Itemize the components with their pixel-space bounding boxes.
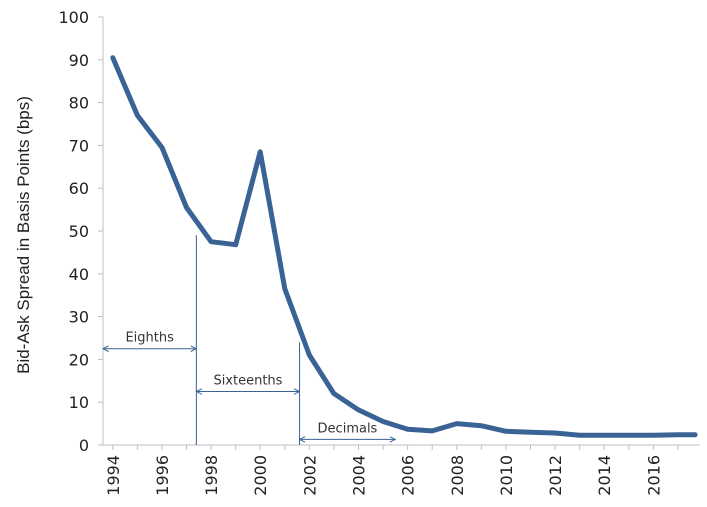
y-tick-label: 40	[69, 265, 89, 284]
y-axis-title: Bid-Ask Spread in Basis Points (bps)	[14, 96, 33, 374]
y-tick-label: 70	[69, 136, 89, 155]
x-tick-label: 2006	[399, 455, 418, 496]
x-tick-label: 2012	[546, 455, 565, 496]
y-tick-label: 50	[69, 222, 89, 241]
x-tick-label: 1996	[153, 455, 172, 496]
y-tick-label: 60	[69, 179, 89, 198]
y-tick-label: 30	[69, 308, 89, 327]
series-layer	[110, 55, 698, 438]
x-tick-label: 2004	[350, 455, 369, 496]
y-axis-title-group: Bid-Ask Spread in Basis Points (bps)	[14, 96, 33, 374]
axes	[98, 16, 700, 450]
y-tick-labels: 0 10 20 30 40 50 60 70 80 90 100	[58, 8, 89, 455]
y-tick-label: 10	[69, 393, 89, 412]
y-tick-label: 0	[79, 436, 89, 455]
x-tick-labels: 1994 1996 1998 2000 2002 2004 2006 2008 2010 2012…	[104, 455, 663, 496]
series-line	[110, 55, 698, 438]
annotations: Eighths Sixteenths Decimals	[103, 235, 395, 445]
x-tick-label: 2008	[448, 455, 467, 496]
y-tick-label: 20	[69, 350, 89, 369]
x-tick-label: 2010	[497, 455, 516, 496]
x-tick-label: 2016	[644, 455, 663, 496]
x-tick-label: 1998	[202, 455, 221, 496]
x-tick-label: 2014	[595, 455, 614, 496]
y-tick-label: 80	[69, 94, 89, 113]
x-tick-label: 2002	[300, 455, 319, 496]
x-tick-label: 2000	[251, 455, 270, 496]
regime-label: Decimals	[318, 421, 378, 436]
x-tick-label: 1994	[104, 455, 123, 496]
y-tick-label: 100	[58, 8, 89, 27]
regime-label: Eighths	[125, 331, 174, 346]
regime-label: Sixteenths	[213, 374, 282, 389]
y-tick-label: 90	[69, 51, 89, 70]
